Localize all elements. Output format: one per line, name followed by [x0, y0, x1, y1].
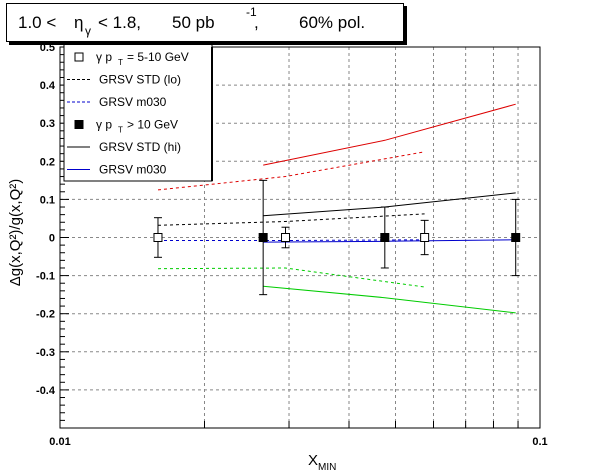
title-eta-high: < 1.8, — [98, 13, 142, 32]
y-tick-label: 0.1 — [40, 194, 55, 206]
y-tick-label: 0.5 — [40, 42, 55, 54]
legend-label-range: = 5-10 GeV — [127, 50, 189, 64]
data-point-pT10 — [511, 233, 521, 242]
title-comma: , — [254, 13, 259, 32]
y-tick-label: -0.3 — [36, 347, 55, 359]
chart-title-box: 1.0 < η γ < 1.8, 50 pb -1 , 60% pol. — [6, 3, 404, 42]
data-point-pT10 — [380, 233, 390, 242]
series-curve-std_lo — [157, 213, 425, 226]
series-curve-red_solid — [263, 103, 516, 166]
legend-label-m030_lo: GRSV m030 — [99, 95, 167, 109]
title-luminosity-exponent: -1 — [246, 5, 257, 19]
legend-label-m030_hi: GRSV m030 — [99, 163, 167, 177]
x-axis-label-subscript: MIN — [318, 462, 336, 473]
legend-marker-pT5_10 — [74, 52, 84, 62]
x-tick-label: 0.01 — [49, 436, 70, 448]
legend-label-std_hi: GRSV STD (hi) — [99, 140, 181, 154]
y-tick-label: -0.2 — [36, 309, 55, 321]
title-eta-symbol: η — [74, 13, 84, 32]
y-tick-label: 0 — [49, 233, 55, 245]
y-tick-label: -0.1 — [36, 271, 55, 283]
legend-label-subscript: T — [118, 126, 123, 135]
legend-box — [63, 43, 213, 182]
x-axis-label: X — [308, 452, 318, 469]
y-tick-label: 0.2 — [40, 156, 55, 168]
title-eta-low: 1.0 < — [18, 13, 57, 32]
data-point-pT5_10 — [281, 233, 291, 242]
plot-frame — [59, 46, 541, 429]
y-tick-label: 0.4 — [40, 80, 56, 92]
series-curve-green_dash — [157, 267, 425, 288]
y-axis-label: Δg(x,Q²)/g(x,Q²) — [7, 179, 24, 287]
legend-label-std_lo: GRSV STD (lo) — [99, 73, 181, 87]
x-tick-label: 0.1 — [532, 436, 547, 448]
series-curve-red_dash — [157, 151, 425, 191]
title-luminosity: 50 pb — [172, 13, 215, 32]
legend-label-range: > 10 GeV — [127, 118, 178, 132]
legend-label-pT5_10: γ p — [96, 50, 112, 64]
series-curve-green_solid — [263, 285, 516, 314]
legend-marker-pT10 — [74, 120, 84, 129]
data-point-pT5_10 — [153, 233, 163, 242]
y-tick-label: 0.3 — [40, 118, 55, 130]
title-polarization: 60% pol. — [299, 13, 366, 32]
data-point-pT10 — [258, 233, 268, 242]
y-tick-label: -0.4 — [36, 385, 56, 397]
title-eta-subscript: γ — [85, 24, 91, 38]
data-point-pT5_10 — [420, 233, 430, 242]
legend-label-pT10: γ p — [96, 118, 112, 132]
legend-label-subscript: T — [118, 58, 123, 67]
